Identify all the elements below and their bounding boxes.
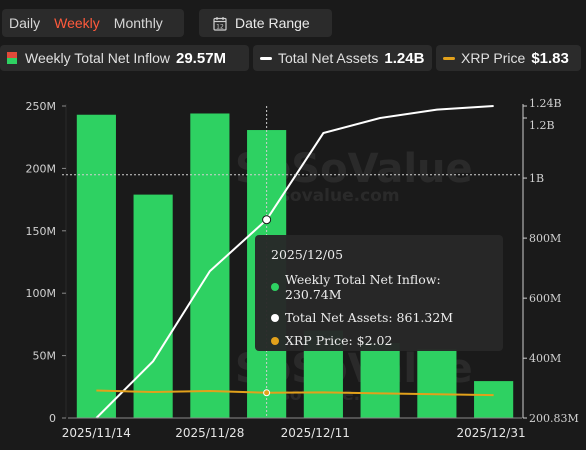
tooltip-assets-row: Total Net Assets: 861.32M (271, 310, 487, 325)
left-tick-label: 0 (49, 412, 56, 425)
right-tick-label: 1B (529, 172, 544, 185)
left-tick-label: 250M (26, 100, 57, 113)
green-dot-icon (271, 283, 279, 291)
line-swatch-icon (260, 56, 272, 60)
tooltip-price-row: XRP Price: $2.02 (271, 333, 487, 348)
white-dot-icon (271, 313, 279, 322)
orange-dot-icon (271, 336, 279, 345)
right-tick-label: 400M (529, 352, 561, 365)
calendar-icon-number: 12 (216, 23, 224, 30)
bar-swatch-icon (7, 52, 17, 64)
tooltip-inflow-row: Weekly Total Net Inflow: 230.74M (271, 272, 487, 302)
date-range-button[interactable]: 12 Date Range (199, 9, 332, 37)
tab-monthly[interactable]: Monthly (113, 15, 163, 31)
bar-2025/11/21 (133, 194, 173, 418)
tooltip-inflow: Weekly Total Net Inflow: 230.74M (285, 272, 441, 302)
left-tick-label: 100M (26, 287, 57, 300)
x-tick-label: 2025/11/28 (175, 426, 244, 440)
legend-inflow[interactable]: Weekly Total Net Inflow 29.57M (0, 45, 249, 71)
legend-price-label: XRP Price (461, 50, 526, 66)
x-tick-label: 2025/11/14 (62, 426, 131, 440)
right-tick-label: 1.24B (529, 97, 562, 110)
left-tick-label: 200M (26, 162, 57, 175)
tab-weekly[interactable]: Weekly (54, 15, 100, 31)
series-line-total-net-assets (95, 105, 494, 419)
watermark-url: sosovalue.com (258, 186, 400, 206)
chart-tooltip: 2025/12/05 Weekly Total Net Inflow: 230.… (255, 235, 503, 351)
right-tick-label: 600M (529, 292, 561, 305)
bar-2025/12/19 (360, 343, 400, 418)
hover-point-assets (262, 215, 272, 225)
legend-assets-label: Total Net Assets (278, 50, 379, 66)
tab-daily[interactable]: Daily (9, 15, 41, 31)
tooltip-assets: Total Net Assets: 861.32M (285, 310, 454, 325)
legend-inflow-value: 29.57M (176, 49, 227, 67)
interval-tabs: Daily Weekly Monthly (2, 9, 184, 37)
tooltip-price: XRP Price: $2.02 (285, 333, 393, 348)
tooltip-date: 2025/12/05 (271, 247, 344, 262)
x-tick-label: 2025/12/31 (456, 426, 525, 440)
right-tick-label: 200.83M (529, 412, 579, 425)
bar-2025/11/14 (76, 114, 116, 419)
series-line-xrp-price (96, 389, 494, 397)
hover-point-price (263, 389, 271, 397)
legend-inflow-label: Weekly Total Net Inflow (25, 50, 170, 66)
legend-price[interactable]: XRP Price $1.83 (436, 45, 581, 71)
bar-2025/12/31 (474, 381, 514, 418)
legend-assets-value: 1.24B (384, 49, 425, 67)
right-tick-label: 1.2B (529, 119, 555, 132)
bar-2025/11/28 (190, 113, 230, 418)
left-tick-label: 150M (26, 225, 57, 238)
right-tick-label: 800M (529, 232, 561, 245)
line-swatch-icon (443, 56, 455, 60)
legend-assets[interactable]: Total Net Assets 1.24B (253, 45, 432, 71)
x-tick-label: 2025/12/11 (281, 426, 350, 440)
legend-price-value: $1.83 (531, 49, 569, 67)
bar-2025/12/26 (417, 349, 457, 418)
calendar-icon: 12 (213, 16, 227, 31)
date-range-label: Date Range (235, 15, 310, 31)
left-tick-label: 50M (33, 350, 57, 363)
